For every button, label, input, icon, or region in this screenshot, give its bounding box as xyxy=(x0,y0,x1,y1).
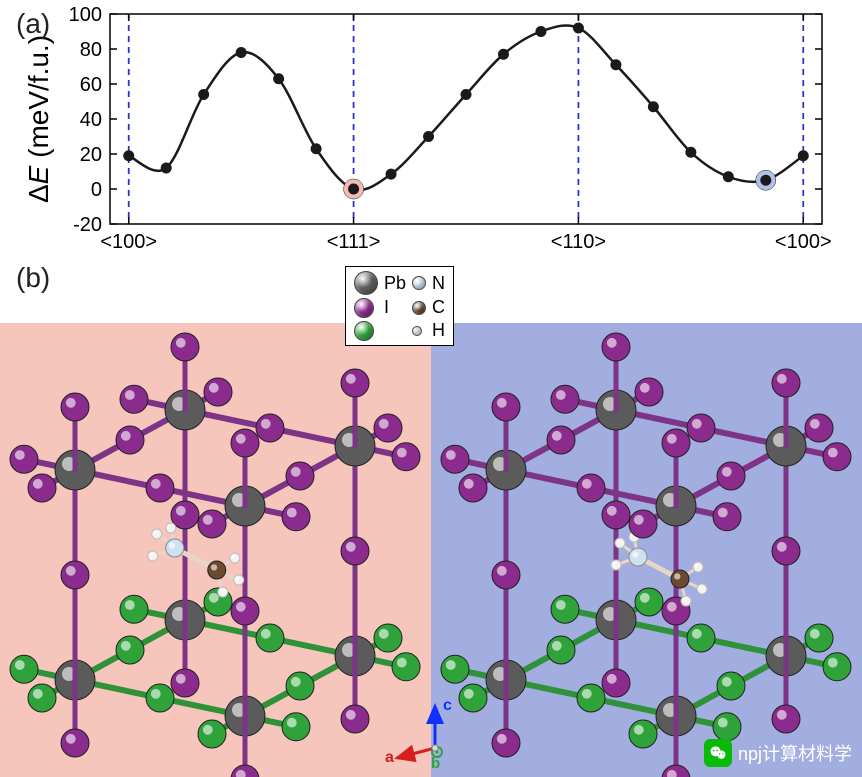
svg-text:60: 60 xyxy=(80,74,102,96)
svg-text:<100>: <100> xyxy=(100,231,157,253)
legend-sphere xyxy=(412,301,426,315)
watermark-text: npj计算材料学 xyxy=(738,740,852,766)
energy-chart: -20 0 20 40 60 80 100 <100> <111> <110> <100> ΔE (m… xyxy=(0,0,862,260)
legend-sphere xyxy=(412,276,426,290)
legend-label: N xyxy=(432,273,445,294)
svg-text:<111>: <111> xyxy=(327,231,381,253)
svg-text:-20: -20 xyxy=(73,214,102,236)
chart-panel: (a) -20 0 20 40 60 80 100 <100> <111> <110> <100> Δ… xyxy=(0,0,862,265)
legend-label: H xyxy=(432,320,445,341)
legend-label: C xyxy=(432,297,445,318)
svg-text:ΔE (meV/f.u.): ΔE (meV/f.u.) xyxy=(23,35,54,203)
structure-right xyxy=(431,323,862,777)
svg-text:<110>: <110> xyxy=(551,231,606,253)
legend-label: Pb xyxy=(384,273,406,294)
svg-text:20: 20 xyxy=(80,144,102,166)
legend-sphere xyxy=(354,321,374,341)
svg-text:a: a xyxy=(385,749,394,766)
atom-legend: Pb N I CH xyxy=(345,266,454,346)
legend-sphere xyxy=(354,271,378,295)
axis-indicator: c a b xyxy=(380,688,490,773)
svg-text:<100>: <100> xyxy=(775,231,832,253)
watermark: npj计算材料学 xyxy=(704,739,852,767)
svg-text:c: c xyxy=(443,697,452,714)
structure-panel: c a b npj计算材料学 xyxy=(0,323,862,777)
svg-text:40: 40 xyxy=(80,109,102,131)
svg-text:0: 0 xyxy=(91,179,102,201)
structure-left xyxy=(0,323,431,777)
svg-text:b: b xyxy=(431,755,440,768)
panel-b-label: (b) xyxy=(16,262,50,294)
legend-sphere xyxy=(354,298,374,318)
legend-label: I xyxy=(384,297,406,318)
svg-text:80: 80 xyxy=(80,39,102,61)
svg-text:100: 100 xyxy=(69,4,102,26)
legend-sphere xyxy=(412,326,422,336)
panel-a-label: (a) xyxy=(16,8,50,40)
wechat-icon xyxy=(704,739,732,767)
